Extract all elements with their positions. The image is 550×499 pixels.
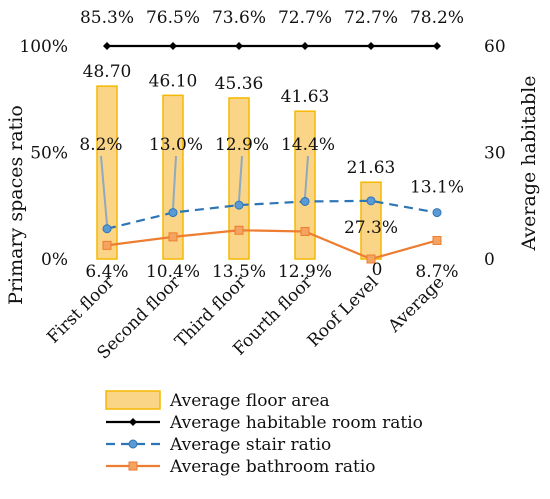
habitable-label-0: 85.3% — [80, 8, 134, 28]
bar-label-0: 48.70 — [83, 62, 132, 82]
bathroom-point-3 — [300, 227, 310, 237]
x-tick-5: Average — [384, 272, 449, 337]
habitable-label-2: 73.6% — [212, 8, 266, 28]
stair-label-1: 13.0% — [149, 135, 203, 155]
bar-label-1: 46.10 — [149, 71, 198, 91]
labels-layer: 85.3% 76.5% 73.6% 72.7% 72.7% 78.2% 48.70 46.10… — [79, 8, 464, 282]
bathroom-point-1 — [168, 232, 178, 242]
y-left-tick-2: 100% — [19, 37, 68, 57]
connectors-layer — [100, 155, 309, 225]
habitable-point-0 — [103, 42, 111, 50]
stair-connector-2 — [238, 155, 243, 202]
y-left-tick-1: 50% — [30, 144, 68, 164]
stair-point-4 — [366, 196, 376, 206]
bathroom-point-5 — [432, 235, 442, 245]
lines-layer — [102, 42, 442, 264]
stair-point-2 — [234, 200, 244, 210]
bar-label-2: 45.36 — [215, 74, 264, 94]
bathroom-point-0 — [102, 240, 112, 250]
bar-0 — [96, 85, 118, 260]
stair-label-4: 27.3% — [344, 218, 398, 238]
legend-marker-3 — [128, 461, 138, 471]
bar-label-4: 21.63 — [347, 158, 396, 178]
stair-label-0: 8.2% — [79, 135, 122, 155]
bathroom-label-5: 8.7% — [415, 262, 458, 282]
bar-1 — [162, 94, 184, 260]
legend-label-0: Average floor area — [169, 391, 330, 411]
legend-swatch-0 — [105, 390, 161, 410]
y-right-tick-2: 60 — [484, 37, 506, 57]
y-left-tick-0: 0% — [41, 250, 68, 270]
bathroom-label-0: 6.4% — [85, 262, 128, 282]
habitable-point-1 — [169, 42, 177, 50]
bathroom-label-1: 10.4% — [146, 262, 200, 282]
axes-layer: 0% 50% 100% 0 30 60 Primary spaces ratio Averag… — [5, 37, 540, 363]
bathroom-label-3: 12.9% — [278, 262, 332, 282]
stair-connector-0 — [100, 155, 108, 225]
bathroom-label-4: 0 — [372, 260, 383, 280]
bathroom-point-2 — [234, 225, 244, 235]
bathroom-point-4 — [366, 254, 376, 264]
habitable-point-5 — [433, 42, 441, 50]
stair-point-5 — [432, 208, 442, 218]
habitable-point-4 — [367, 42, 375, 50]
stair-line — [106, 199, 438, 230]
stair-connector-1 — [172, 155, 177, 209]
stair-label-3: 14.4% — [281, 135, 335, 155]
stair-label-2: 12.9% — [215, 135, 269, 155]
habitable-label-1: 76.5% — [146, 8, 200, 28]
bathroom-label-2: 13.5% — [212, 262, 266, 282]
habitable-point-2 — [235, 42, 243, 50]
y-left-label: Primary spaces ratio — [5, 105, 27, 305]
legend-label-1: Average habitable room ratio — [169, 413, 423, 433]
habitable-label-3: 72.7% — [278, 8, 332, 28]
legend-marker-2 — [128, 439, 138, 449]
y-right-label: Average habitable — [518, 75, 540, 251]
bathroom-line — [106, 229, 438, 261]
legend-marker-1 — [129, 418, 137, 426]
stair-connector-3 — [304, 155, 309, 198]
habitable-point-3 — [301, 42, 309, 50]
y-right-tick-1: 30 — [484, 144, 506, 164]
stair-label-5: 13.1% — [410, 178, 464, 198]
stair-point-3 — [300, 196, 310, 206]
legend-label-2: Average stair ratio — [169, 435, 331, 455]
bar-label-3: 41.63 — [281, 87, 330, 107]
stair-point-1 — [168, 208, 178, 218]
x-tick-4: Roof Level — [304, 272, 383, 351]
stair-point-0 — [102, 224, 112, 234]
habitable-label-4: 72.7% — [344, 8, 398, 28]
y-right-tick-0: 0 — [484, 250, 495, 270]
bar-2 — [228, 97, 250, 260]
legend-label-3: Average bathroom ratio — [169, 457, 376, 477]
habitable-label-5: 78.2% — [410, 8, 464, 28]
